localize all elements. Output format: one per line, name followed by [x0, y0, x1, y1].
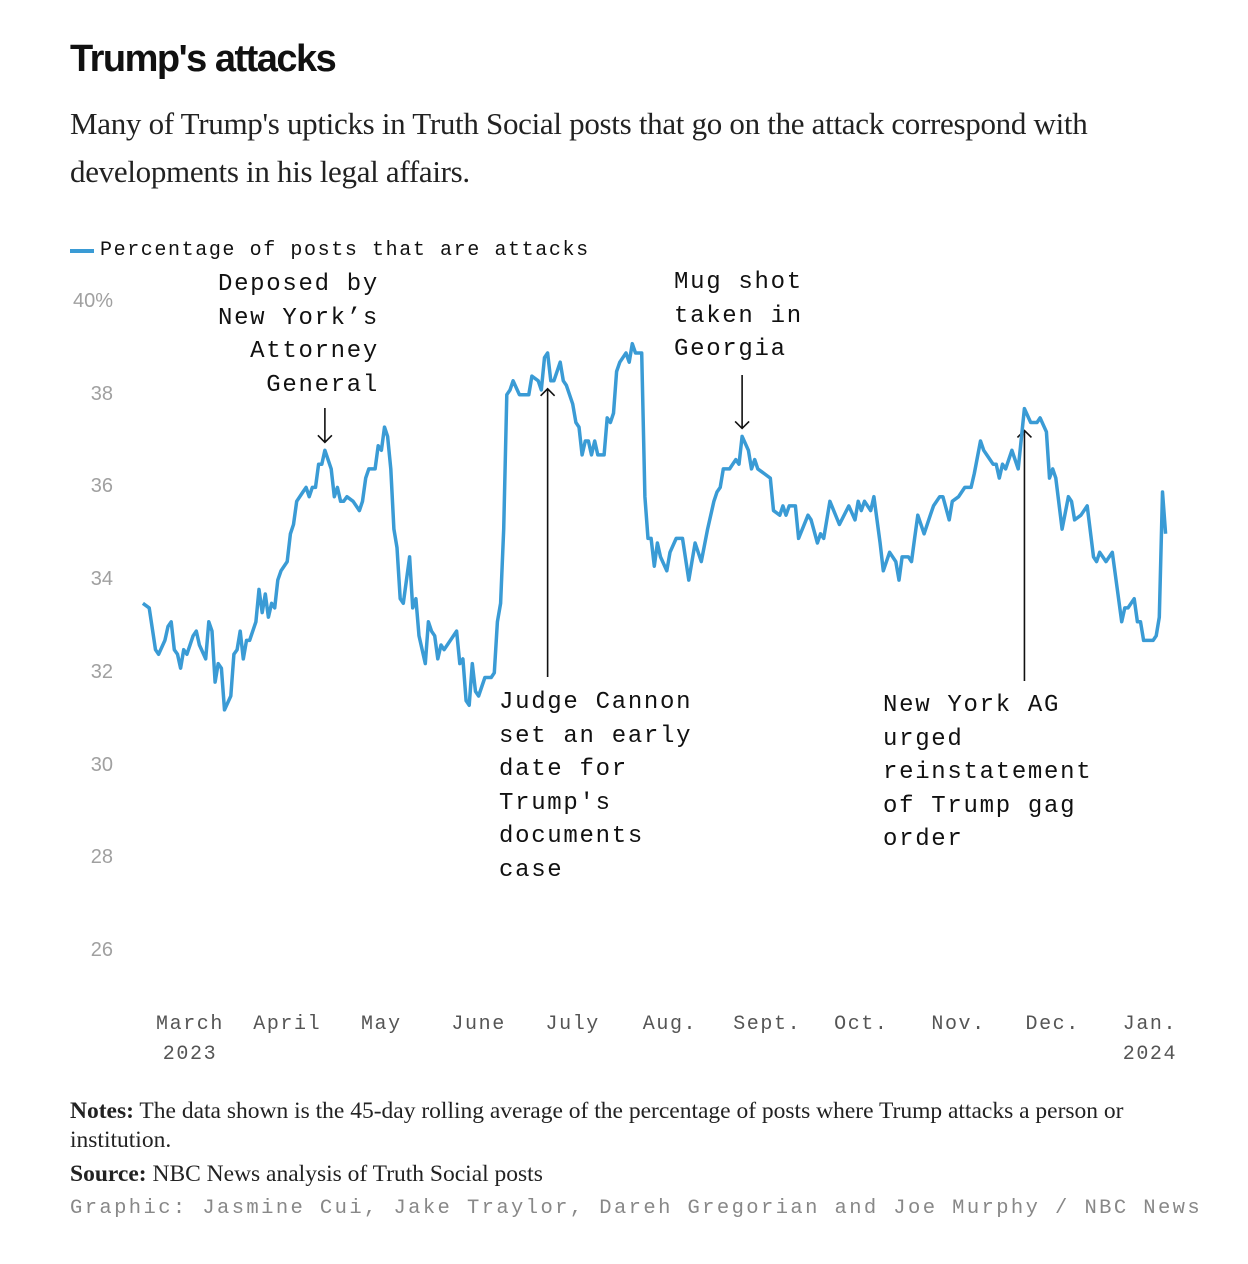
legend-line-swatch	[70, 248, 94, 253]
annotation-deposed: Deposed by New York’s Attorney General	[217, 271, 379, 399]
chart-title: Trump's attacks	[70, 38, 337, 80]
x-tick-month: March	[155, 1013, 225, 1036]
x-tick-label: March 2023	[156, 1010, 224, 1070]
annotation-ny-ag: New York AG urged reinstatement of Trump…	[883, 692, 1093, 854]
x-tick-year: 2023	[162, 1043, 218, 1066]
annotation-arrow	[734, 375, 750, 430]
y-tick-label: 28	[90, 846, 113, 869]
annotation-arrow	[317, 408, 333, 444]
x-tick-label: Oct.	[834, 1010, 888, 1040]
y-tick-label: 30	[90, 753, 113, 776]
x-tick-month: Jan.	[1122, 1013, 1178, 1036]
x-tick-month: May	[360, 1013, 402, 1036]
y-tick-label: 26	[90, 939, 113, 961]
x-tick-month: Dec.	[1025, 1013, 1080, 1036]
x-tick-month: Oct.	[834, 1013, 889, 1036]
x-tick-month: Nov.	[931, 1013, 986, 1036]
y-tick-label: 38	[90, 382, 113, 405]
y-tick-label: 36	[90, 475, 113, 498]
x-tick-year: 2024	[1122, 1043, 1178, 1066]
x-tick-month: April	[253, 1013, 322, 1036]
x-tick-month: Sept.	[733, 1013, 802, 1036]
legend-label: Percentage of posts that are attacks	[100, 239, 590, 262]
x-tick-month: July	[545, 1013, 600, 1036]
x-tick-label: Nov.	[931, 1010, 985, 1040]
source-text: NBC News analysis of Truth Social posts	[146, 1161, 543, 1187]
graphic-credit: Graphic: Jasmine Cui, Jake Traylor, Dare…	[70, 1197, 1203, 1220]
x-tick-label: Jan. 2024	[1123, 1010, 1177, 1070]
source: Source: NBC News analysis of Truth Socia…	[70, 1161, 543, 1188]
annotation-judge-cannon: Judge Cannon set an early date for Trump…	[499, 689, 693, 884]
x-tick-label: June	[451, 1010, 505, 1040]
x-tick-label: May	[361, 1010, 402, 1040]
y-tick-label: 32	[90, 660, 113, 683]
chart-subtitle: Many of Trump's upticks in Truth Social …	[70, 106, 1088, 189]
series-line-attacks	[141, 341, 1168, 712]
notes-label: Notes:	[70, 1098, 134, 1124]
annotation-arrow	[1016, 429, 1033, 681]
notes-text: The data shown is the 45-day rolling ave…	[70, 1098, 1124, 1153]
annotation-arrow	[540, 387, 556, 677]
source-label: Source:	[70, 1161, 147, 1187]
x-tick-label: Dec.	[1025, 1010, 1079, 1040]
x-tick-month: Aug.	[642, 1013, 698, 1036]
x-tick-label: July	[545, 1010, 599, 1040]
x-tick-month: June	[451, 1013, 506, 1036]
notes: Notes: The data shown is the 45-day roll…	[70, 1097, 1190, 1155]
y-tick-label: 40%	[72, 289, 113, 312]
legend: Percentage of posts that are attacks	[70, 239, 590, 262]
x-tick-label: Aug.	[643, 1010, 697, 1040]
x-tick-label: Sept.	[733, 1010, 801, 1040]
annotation-mug-shot: Mug shot taken in Georgia	[674, 269, 803, 364]
y-tick-label: 34	[90, 568, 113, 591]
x-tick-label: April	[253, 1010, 321, 1040]
